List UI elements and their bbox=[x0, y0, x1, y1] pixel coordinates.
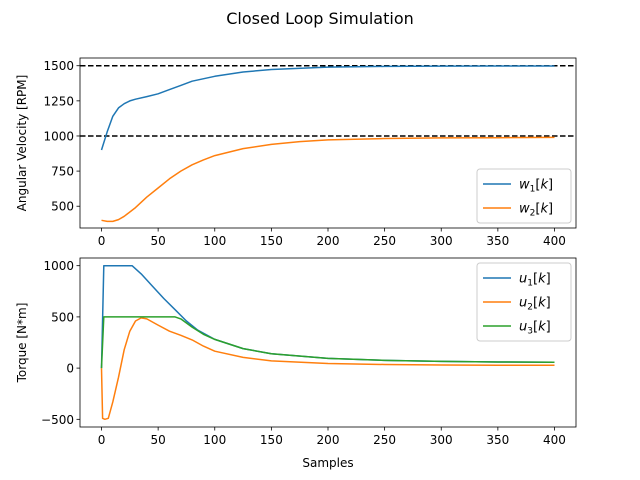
plot-torque: 0 50 100 150 200 250 300 350 400 −500 0 500 1000 Torq… bbox=[15, 257, 577, 470]
legend-entry-w1: w1[k] bbox=[519, 178, 553, 195]
y-tick-label: 1250 bbox=[43, 94, 74, 108]
legend-entry-u1: u1[k] bbox=[519, 272, 551, 289]
legend-box bbox=[476, 168, 572, 224]
x-tick-label: 200 bbox=[317, 234, 340, 248]
legend-entry-u2: u2[k] bbox=[519, 296, 551, 313]
x-tick-label: 50 bbox=[150, 234, 165, 248]
x-tick-label: 100 bbox=[203, 234, 226, 248]
y-tick-label: 500 bbox=[51, 310, 74, 324]
x-tick-label: 350 bbox=[486, 433, 509, 447]
figure-title: Closed Loop Simulation bbox=[226, 9, 414, 28]
y-tick-label: 750 bbox=[51, 165, 74, 179]
x-axis-label: Samples bbox=[302, 456, 353, 470]
x-tick-label: 150 bbox=[260, 234, 283, 248]
series-line-u2 bbox=[100, 317, 555, 421]
legend-entry-w2: w2[k] bbox=[519, 202, 553, 219]
y-tick-label: 0 bbox=[66, 362, 74, 376]
y-tick-label: 500 bbox=[51, 200, 74, 214]
series-line-w2 bbox=[101, 136, 555, 223]
x-tick-label: 400 bbox=[543, 433, 566, 447]
legend: w1[k] w2[k] bbox=[476, 168, 572, 224]
y-tick-label: 1000 bbox=[43, 259, 74, 273]
x-tick-label: 0 bbox=[98, 234, 106, 248]
y-tick-label: 1000 bbox=[43, 129, 74, 143]
x-tick-label: 200 bbox=[317, 433, 340, 447]
y-axis-label: Torque [N*m] bbox=[15, 303, 29, 384]
x-tick-label: 250 bbox=[373, 433, 396, 447]
x-tick-label: 350 bbox=[486, 234, 509, 248]
x-tick-label: 300 bbox=[430, 433, 453, 447]
legend: u1[k] u2[k] u3[k] bbox=[476, 262, 572, 342]
x-tick-label: 100 bbox=[203, 433, 226, 447]
x-tick-label: 0 bbox=[98, 433, 106, 447]
y-axis-label: Angular Velocity [RPM] bbox=[15, 75, 29, 212]
series-line-u3 bbox=[100, 316, 555, 369]
x-tick-label: 150 bbox=[260, 433, 283, 447]
legend-entry-u3: u3[k] bbox=[519, 320, 551, 337]
x-tick-label: 400 bbox=[543, 234, 566, 248]
plot-angular-velocity: 0 50 100 150 200 250 300 350 400 500 750 1000 1250 15… bbox=[15, 57, 577, 248]
y-tick-label: −500 bbox=[41, 413, 74, 427]
series-line-w1 bbox=[100, 65, 555, 151]
legend-box bbox=[476, 262, 572, 342]
y-tick-label: 1500 bbox=[43, 59, 74, 73]
x-tick-label: 250 bbox=[373, 234, 396, 248]
x-tick-label: 300 bbox=[430, 234, 453, 248]
x-tick-label: 50 bbox=[150, 433, 165, 447]
